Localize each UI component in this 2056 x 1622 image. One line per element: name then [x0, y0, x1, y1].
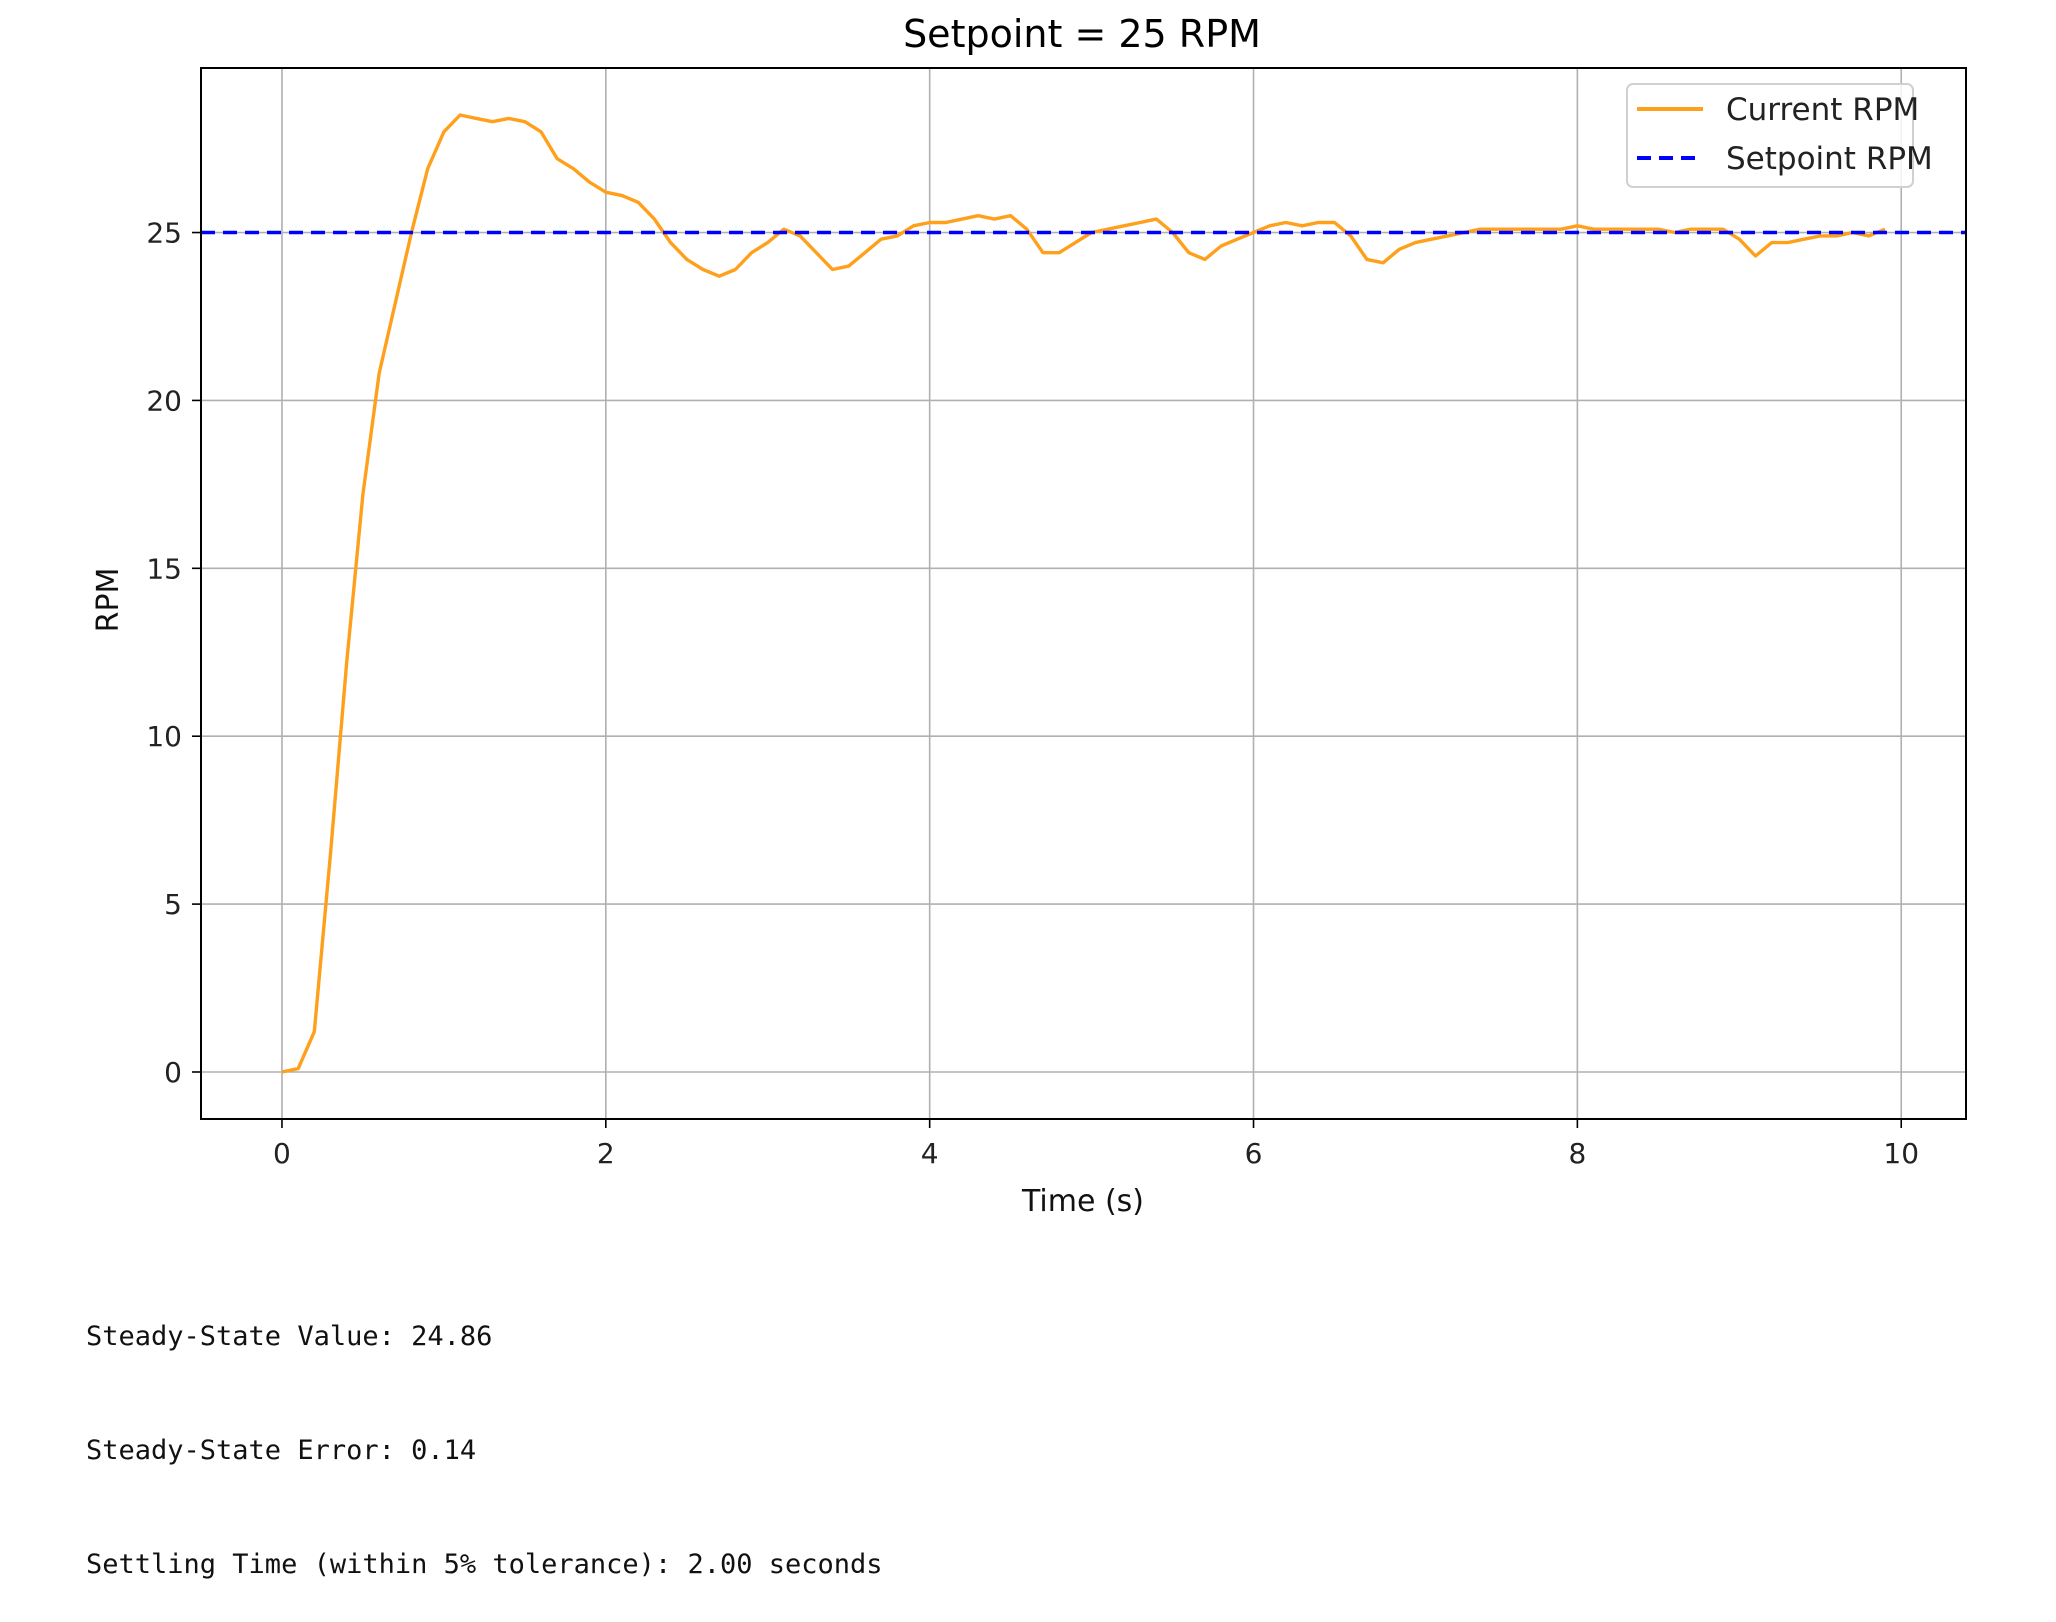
y-tick-label-20: 20 [146, 384, 182, 417]
y-tick-label-5: 5 [164, 888, 182, 921]
steady-state-value-line: Steady-State Value: 24.86 [86, 1321, 493, 1352]
x-tick-label-8: 8 [1568, 1137, 1586, 1170]
y-tick-label-0: 0 [164, 1056, 182, 1089]
plot-frame [200, 67, 1967, 1120]
grid-lines [201, 68, 1966, 1119]
tick-layer: 0 2 4 6 8 10 0 5 10 15 20 25 [146, 217, 1919, 1170]
legend-label-current-rpm: Current RPM [1726, 92, 1919, 128]
legend: Current RPM Setpoint RPM [1626, 83, 1933, 188]
steady-state-error-line: Steady-State Error: 0.14 [86, 1435, 477, 1466]
y-tick-label-10: 10 [146, 720, 182, 753]
y-axis-label: RPM [91, 568, 126, 633]
y-tick-label-15: 15 [146, 552, 182, 585]
x-tick-label-10: 10 [1883, 1137, 1919, 1170]
x-tick-label-6: 6 [1245, 1137, 1263, 1170]
settling-time-line: Settling Time (within 5% tolerance): 2.0… [86, 1549, 883, 1580]
rpm-chart: Setpoint = 25 RPM 0 2 4 6 8 10 0 5 10 15 20 25 Time… [91, 12, 1967, 1219]
console-output: Steady-State Value: 24.86 Steady-State E… [86, 1242, 883, 1622]
series-line-current-rpm [281, 113, 1886, 1074]
series-layer [201, 113, 1966, 1074]
x-tick-label-4: 4 [921, 1137, 939, 1170]
legend-label-setpoint-rpm: Setpoint RPM [1726, 141, 1933, 177]
chart-title: Setpoint = 25 RPM [903, 12, 1261, 56]
x-tick-label-0: 0 [273, 1137, 291, 1170]
x-tick-label-2: 2 [597, 1137, 615, 1170]
y-tick-label-25: 25 [146, 217, 182, 250]
x-axis-label: Time (s) [1021, 1184, 1144, 1219]
